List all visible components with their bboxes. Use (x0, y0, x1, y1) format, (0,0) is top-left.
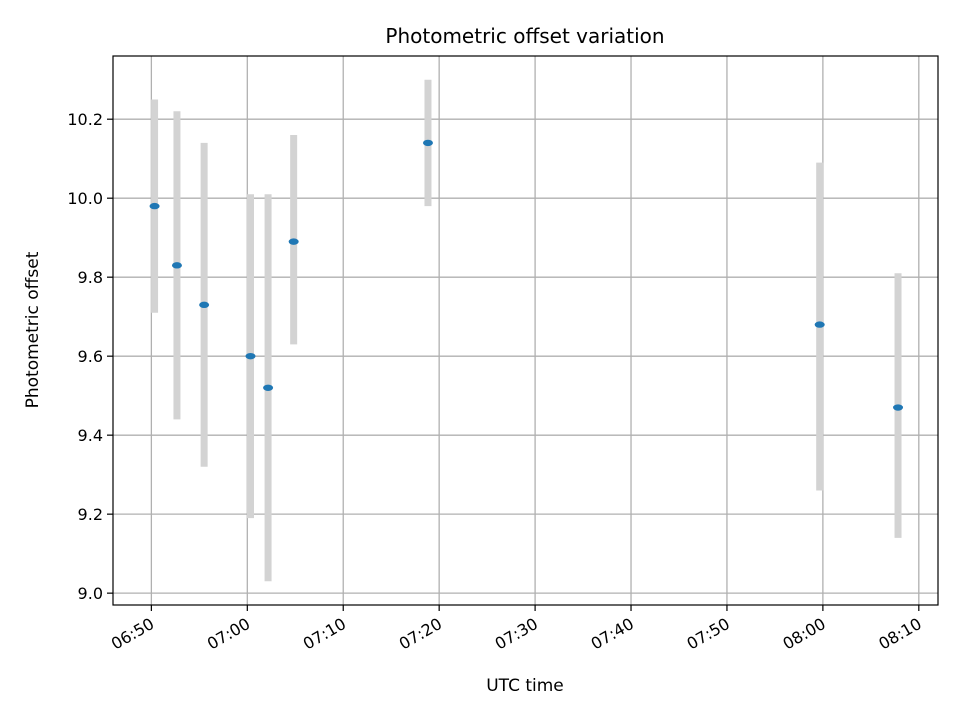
data-point (893, 404, 904, 411)
chart-title: Photometric offset variation (385, 24, 664, 48)
y-tick-label: 9.0 (78, 584, 103, 603)
y-tick-label: 10.2 (67, 110, 103, 129)
y-tick-label: 9.2 (78, 505, 103, 524)
data-point (814, 321, 825, 328)
data-point (171, 262, 182, 269)
data-point (288, 238, 299, 245)
y-tick-label: 9.4 (78, 426, 103, 445)
y-tick-label: 10.0 (67, 189, 103, 208)
data-point (245, 352, 256, 360)
data-point (422, 139, 433, 147)
data-point (149, 202, 160, 210)
data-point (263, 384, 274, 391)
y-tick-label: 9.6 (78, 347, 103, 366)
plot-frame (112, 55, 939, 606)
data-point (199, 301, 210, 309)
y-axis-label: Photometric offset (23, 251, 43, 408)
grid (113, 56, 938, 605)
data-points (149, 139, 904, 411)
y-tick-label: 9.8 (78, 268, 103, 287)
x-axis-label: UTC time (486, 676, 564, 696)
plot-area (113, 56, 938, 605)
y-axis-ticks: 9.0 9.2 9.4 9.6 9.8 10.0 10.2 (67, 110, 113, 603)
